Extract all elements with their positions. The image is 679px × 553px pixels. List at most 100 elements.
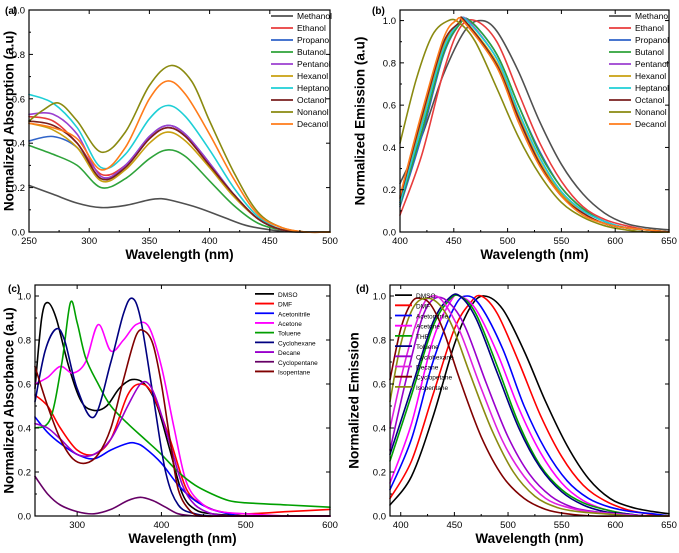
legend: DMSO DMF Acetonitrile Acetone Toluene Cyclohe… bbox=[255, 292, 318, 376]
chart-panel-1: 400 450 500 550 600 650 0.0 0.2 0.4 0.6 0.8 1.0 Wave… bbox=[353, 6, 677, 262]
x-tick-label: 550 bbox=[554, 520, 570, 531]
series-line-acetonitrile bbox=[389, 295, 670, 517]
x-axis-title: Wavelength (nm) bbox=[128, 531, 236, 546]
legend-label: DMF bbox=[416, 303, 430, 310]
x-tick-label: 500 bbox=[500, 520, 516, 531]
legend: Methanol Ethanol Propanol Butanol Pentanol He… bbox=[271, 11, 332, 129]
y-tick-label: 0.8 bbox=[373, 336, 386, 347]
legend-label: Hexanol bbox=[635, 71, 666, 81]
legend-label: Octanol bbox=[297, 95, 326, 105]
series-line-toluene bbox=[389, 293, 670, 517]
legend-label: Pentanol bbox=[635, 59, 669, 69]
plot-frame bbox=[28, 9, 331, 233]
y-tick-label: 0.2 bbox=[18, 468, 31, 479]
x-tick-label: 450 bbox=[446, 236, 462, 247]
series-line-propanol bbox=[28, 124, 331, 233]
legend-label: Cyclopetane bbox=[416, 375, 453, 382]
y-axis-title: Normalized Absorption (a.u) bbox=[2, 31, 17, 211]
x-tick-label: 300 bbox=[81, 236, 97, 247]
y-tick-label: 0.0 bbox=[373, 512, 386, 523]
legend-label: Cyclopentane bbox=[278, 360, 318, 367]
chart-panel-3: 400 450 500 550 600 650 0.0 0.2 0.4 0.6 0.8 1.0 Wave… bbox=[347, 284, 677, 546]
y-tick-label: 0.8 bbox=[12, 50, 25, 61]
y-tick-label: 0.0 bbox=[12, 228, 25, 239]
plot-frame bbox=[399, 9, 670, 233]
y-tick-label: 0.6 bbox=[18, 380, 31, 391]
x-axis-title: Wavelength (nm) bbox=[475, 531, 583, 546]
legend-label: Ethanol bbox=[297, 23, 326, 33]
legend-label: Pentanol bbox=[297, 59, 331, 69]
y-tick-label: 0.4 bbox=[18, 424, 31, 435]
x-tick-label: 550 bbox=[553, 236, 569, 247]
series-line-isopentane bbox=[389, 297, 670, 517]
x-tick-label: 450 bbox=[262, 236, 278, 247]
y-tick-label: 0.4 bbox=[12, 139, 25, 150]
y-tick-label: 0.2 bbox=[373, 468, 386, 479]
x-tick-label: 450 bbox=[446, 520, 462, 531]
legend-label: Toluene bbox=[278, 331, 301, 338]
legend-label: Hexanol bbox=[297, 71, 328, 81]
series-line-dmso bbox=[389, 295, 670, 515]
y-axis-title: Normalized Emission (a.u) bbox=[353, 37, 368, 206]
legend-label: Acetonitrile bbox=[278, 311, 311, 318]
series-line-methanol bbox=[28, 184, 331, 233]
legend-label: Acetone bbox=[278, 321, 302, 328]
legend-label: Acetonitrile bbox=[416, 314, 449, 321]
x-tick-label: 600 bbox=[607, 520, 623, 531]
legend-label: THF bbox=[416, 334, 429, 341]
series-line-decanol bbox=[28, 80, 331, 234]
y-tick-label: 0.0 bbox=[383, 228, 396, 239]
x-tick-label: 600 bbox=[322, 520, 338, 531]
y-tick-label: 0.8 bbox=[383, 58, 396, 69]
series-line-nonanol bbox=[399, 18, 670, 233]
legend-label: Decanol bbox=[297, 119, 328, 129]
panel-label: (a) bbox=[5, 6, 17, 17]
legend-label: DMSO bbox=[416, 293, 436, 300]
y-tick-label: 1.0 bbox=[18, 292, 31, 303]
y-tick-label: 0.0 bbox=[18, 512, 31, 523]
x-axis-title: Wavelength (nm) bbox=[125, 247, 233, 262]
legend-label: Methanol bbox=[297, 11, 332, 21]
legend-label: Decane bbox=[416, 365, 439, 372]
series-line-ethanol bbox=[28, 115, 331, 233]
x-tick-label: 400 bbox=[202, 236, 218, 247]
legend-label: Ethanol bbox=[635, 23, 664, 33]
legend-label: DMF bbox=[278, 302, 292, 309]
y-tick-label: 0.2 bbox=[383, 185, 396, 196]
legend-label: Isopentane bbox=[416, 385, 449, 392]
legend-label: Butanol bbox=[297, 47, 326, 57]
y-axis-title: Normalized Absorbance (a.u) bbox=[2, 307, 17, 493]
x-tick-label: 500 bbox=[322, 236, 338, 247]
legend-label: Propanol bbox=[635, 35, 669, 45]
legend-label: Decanol bbox=[635, 119, 666, 129]
x-tick-label: 400 bbox=[392, 236, 408, 247]
legend-label: Methanol bbox=[635, 11, 670, 21]
legend-label: Isopentane bbox=[278, 369, 311, 376]
chart-panel-0: 250 300 350 400 450 500 0.0 0.2 0.4 0.6 0.8 1.0 Wave… bbox=[2, 6, 338, 263]
y-tick-label: 0.4 bbox=[383, 143, 396, 154]
x-tick-label: 350 bbox=[141, 236, 157, 247]
x-tick-label: 500 bbox=[238, 520, 254, 531]
y-tick-label: 0.6 bbox=[373, 380, 386, 391]
series-line-decanol bbox=[399, 16, 670, 233]
y-tick-label: 0.6 bbox=[12, 94, 25, 105]
legend-label: Cyclohexane bbox=[278, 340, 316, 347]
legend: DMSO DMF Acetonitrile Acetone THF Toluene Cycl… bbox=[395, 293, 454, 392]
legend-label: Decane bbox=[278, 350, 301, 357]
y-tick-label: 0.2 bbox=[12, 183, 25, 194]
chart-panel-2: 300 400 500 600 0.0 0.2 0.4 0.6 0.8 1.0 Wavelength… bbox=[2, 284, 338, 546]
plot-frame bbox=[34, 284, 331, 517]
panel-label: (b) bbox=[372, 6, 385, 17]
legend-label: Octanol bbox=[635, 95, 664, 105]
plot-frame bbox=[389, 284, 670, 517]
x-tick-label: 400 bbox=[153, 520, 169, 531]
legend-label: Toluene bbox=[416, 344, 439, 351]
y-tick-label: 1.0 bbox=[12, 6, 25, 17]
x-tick-label: 600 bbox=[607, 236, 623, 247]
legend-label: Cyclohexane bbox=[416, 354, 454, 361]
legend-label: Nonanol bbox=[297, 107, 329, 117]
legend-label: Nonanol bbox=[635, 107, 667, 117]
series-line-isopentane bbox=[34, 328, 331, 518]
x-tick-label: 650 bbox=[661, 520, 677, 531]
